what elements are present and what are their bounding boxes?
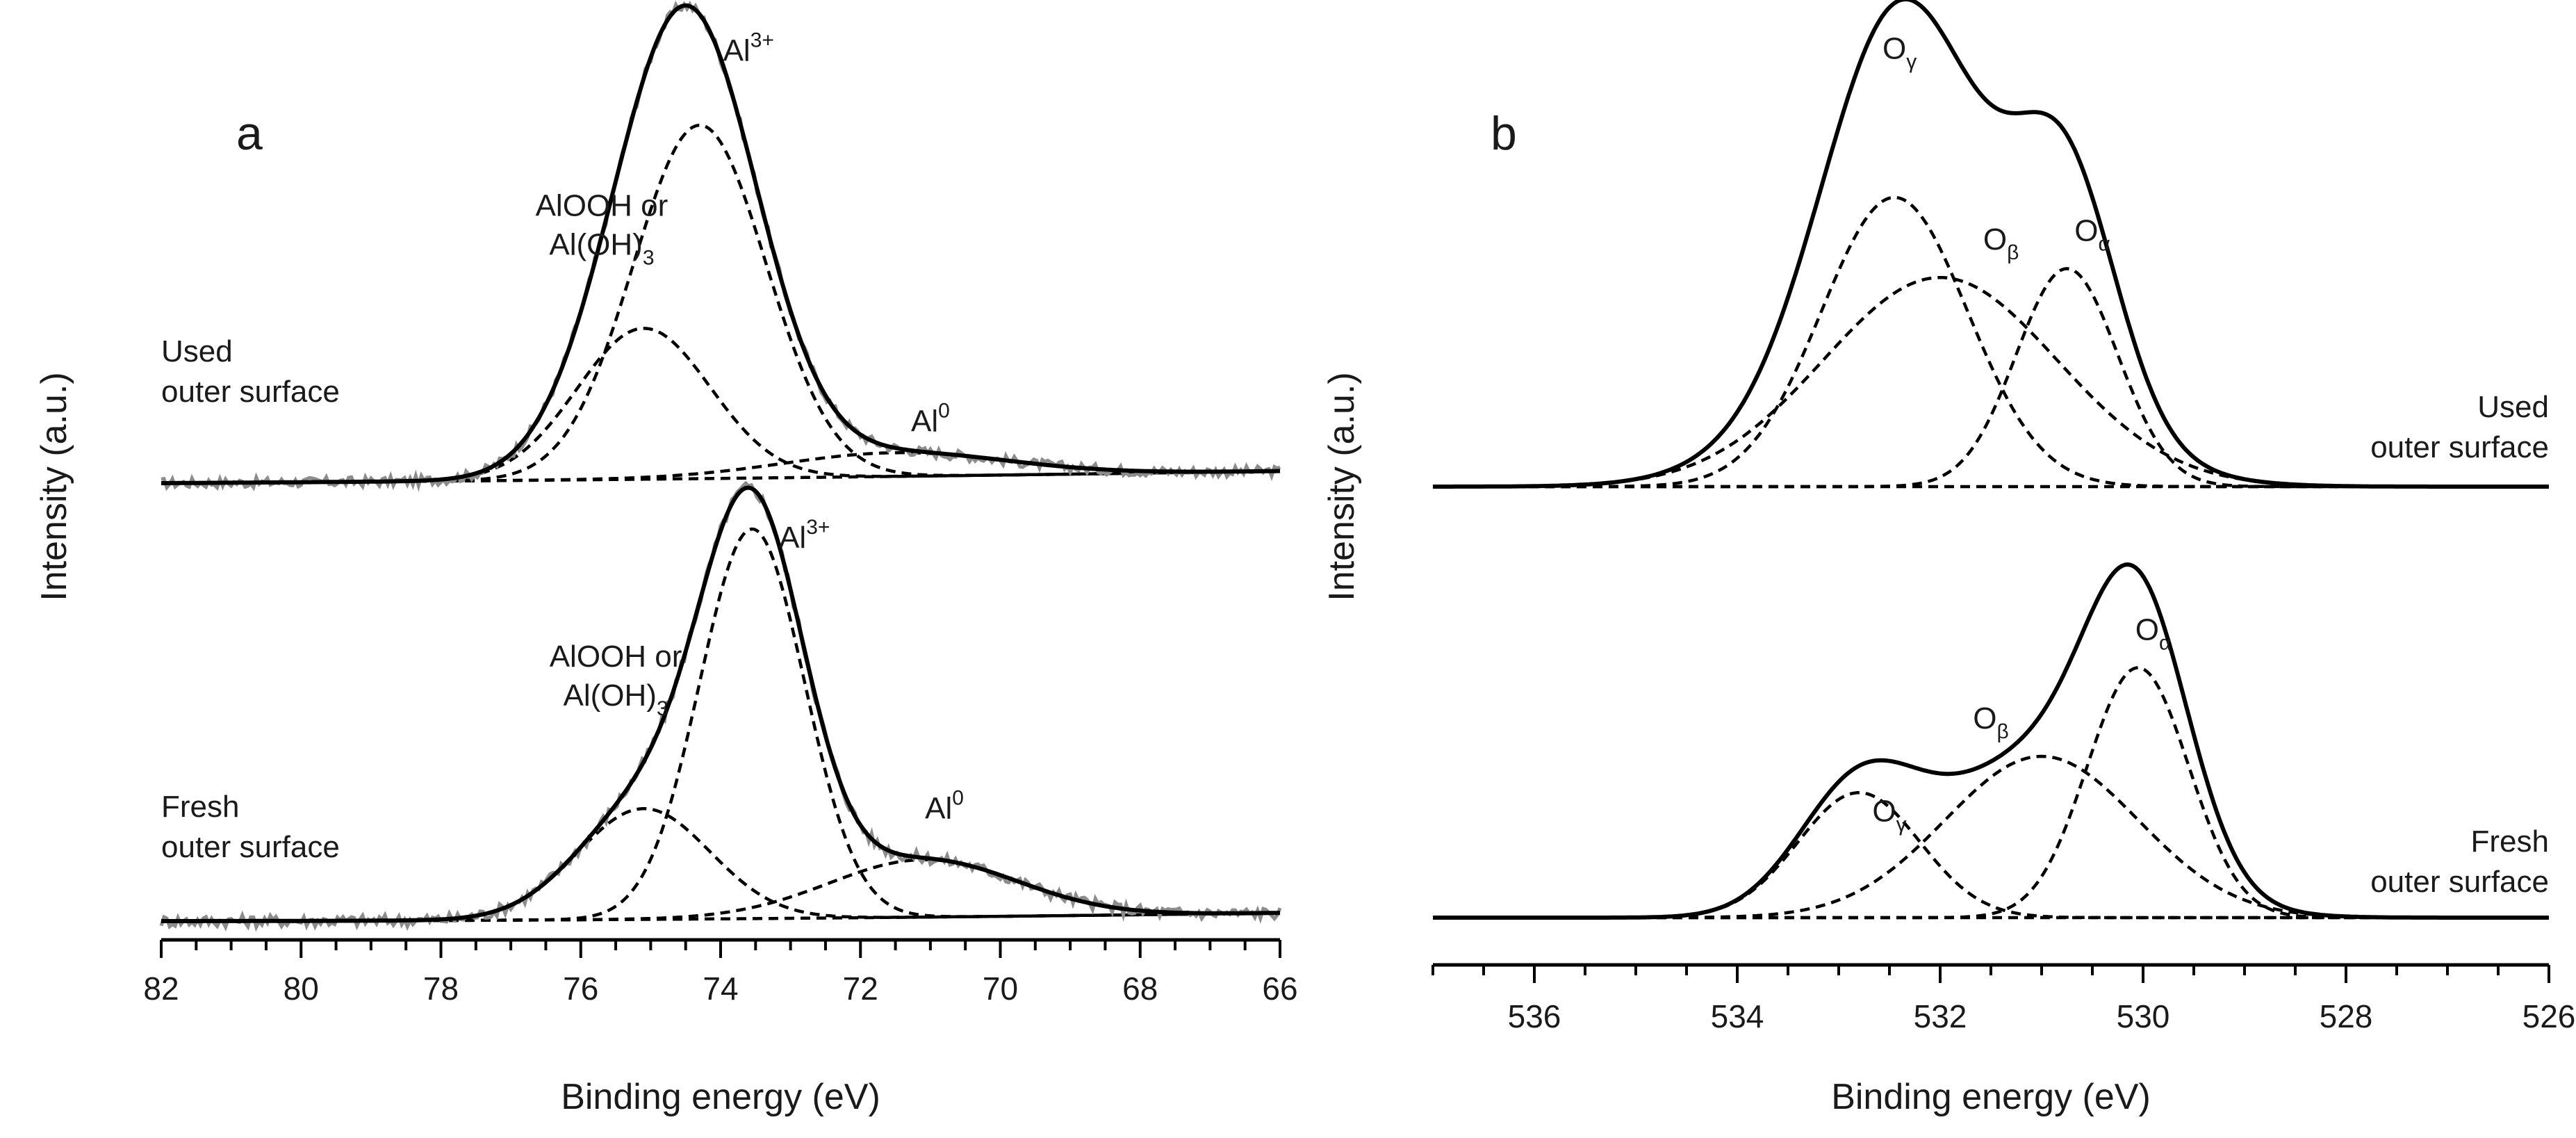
raw-data-curve — [161, 0, 1281, 492]
peak-label-text: Oα — [2074, 213, 2110, 255]
peak-label: Oγ — [1882, 31, 1917, 73]
x-tick-label: 526 — [2522, 998, 2576, 1034]
x-axis-label: Binding energy (eV) — [561, 1077, 880, 1117]
component-curve — [161, 527, 1281, 923]
x-tick-label: 534 — [1711, 998, 1764, 1034]
peak-label: Al0 — [925, 787, 964, 826]
x-tick-label: 68 — [1122, 970, 1158, 1007]
peak-label-line: AlOOH or — [550, 640, 682, 674]
x-tick-label: 78 — [423, 970, 459, 1007]
peak-label-sup: 0 — [938, 400, 950, 423]
peak-label: Oγ — [1872, 795, 1906, 836]
x-tick-label: 530 — [2117, 998, 2170, 1034]
peak-label-text: Al3+ — [779, 516, 830, 555]
spectrum-label: outer surface — [2370, 430, 2549, 464]
y-axis-label: Intensity (a.u.) — [34, 372, 74, 601]
fit-envelope-curve — [1433, 562, 2549, 920]
fit-envelope-curve — [161, 3, 1281, 485]
spectrum-label: Fresh — [161, 790, 239, 824]
peak-label-sup: 3+ — [750, 29, 774, 51]
spectrum-used: Used outer surface Oγ Oβ Oα — [1433, 0, 2549, 489]
spectrum-label: outer surface — [161, 830, 340, 864]
peak-label-text: Al0 — [911, 400, 950, 439]
peak-label-text: Oα — [2135, 612, 2172, 654]
peak-label-sup: 0 — [952, 787, 964, 810]
peak-label-text: Oγ — [1872, 795, 1906, 836]
x-tick-label: 532 — [1914, 998, 1967, 1034]
x-tick-label: 76 — [563, 970, 598, 1007]
x-tick-label: 66 — [1262, 970, 1297, 1007]
panel-b: b Intensity (a.u.) 536 534 532 530 528 526 Bindi… — [1322, 0, 2575, 1117]
peak-label-sub: α — [2098, 232, 2110, 255]
peak-label-sub: α — [2159, 631, 2171, 654]
peak-label-text: Oβ — [1983, 222, 2019, 264]
component-curve — [1433, 790, 2549, 920]
panel-letter: b — [1491, 107, 1517, 160]
spectrum-fresh: Fresh outer surface Oγ Oβ Oα — [1433, 562, 2549, 920]
peak-label: Oα — [2135, 612, 2172, 654]
peak-label: Oα — [2074, 213, 2110, 255]
peak-label: Oβ — [1973, 701, 2009, 743]
panel-letter: a — [236, 107, 263, 160]
peak-label-sub: β — [2007, 241, 2019, 264]
x-tick-label: 536 — [1508, 998, 1561, 1034]
fit-envelope-curve — [1433, 0, 2549, 489]
peak-label-sub: γ — [1896, 813, 1907, 836]
spectrum-label: Fresh — [2471, 824, 2549, 859]
spectrum-label: Used — [2477, 390, 2549, 424]
peak-label: Oβ — [1983, 222, 2019, 264]
fit-envelope-curve — [161, 485, 1281, 923]
peak-label-sub: 3 — [643, 247, 655, 270]
peak-label-text: Al0 — [925, 787, 964, 826]
peak-label-sub: 3 — [657, 697, 668, 720]
spectrum-label: outer surface — [161, 375, 340, 409]
x-axis-label: Binding energy (eV) — [1831, 1077, 2151, 1117]
peak-label-line: Al(OH)3 — [549, 228, 654, 270]
y-axis-label: Intensity (a.u.) — [1322, 372, 1362, 601]
peak-label-line: AlOOH or — [536, 189, 668, 223]
x-tick-label: 70 — [983, 970, 1018, 1007]
peak-label-sup: 3+ — [806, 516, 830, 539]
peak-label: AlOOH or Al(OH)3 — [550, 640, 682, 720]
x-tick-label: 528 — [2320, 998, 2373, 1034]
spectrum-used: Used outer surface Al3+ AlOOH or Al(OH)3 Al0 — [161, 0, 1281, 492]
spectrum-label: Used — [161, 334, 233, 368]
x-tick-label: 72 — [843, 970, 878, 1007]
panel-a: a Intensity (a.u.) 82 80 78 76 74 72 70 68 66 Bindi… — [34, 0, 1298, 1117]
x-tick-label: 74 — [703, 970, 738, 1007]
peak-label: Al3+ — [779, 516, 830, 555]
component-curve — [161, 123, 1281, 485]
peak-label: Al3+ — [723, 29, 774, 67]
component-curve — [161, 806, 1281, 923]
x-tick-label: 80 — [284, 970, 319, 1007]
peak-label-sub: γ — [1906, 50, 1917, 73]
spectrum-fresh: Fresh outer surface Al3+ AlOOH or Al(OH)3 Al0 — [159, 480, 1282, 932]
peak-label-text: Oγ — [1882, 31, 1917, 73]
peak-label: Al0 — [911, 400, 950, 439]
peak-label-text: Al3+ — [723, 29, 774, 67]
x-tick-label: 82 — [143, 970, 179, 1007]
peak-label: AlOOH or Al(OH)3 — [536, 189, 668, 270]
peak-label-sub: β — [1996, 720, 2008, 743]
peak-label-text: Oβ — [1973, 701, 2009, 743]
spectrum-label: outer surface — [2370, 865, 2549, 899]
peak-label-line: Al(OH)3 — [564, 678, 668, 720]
